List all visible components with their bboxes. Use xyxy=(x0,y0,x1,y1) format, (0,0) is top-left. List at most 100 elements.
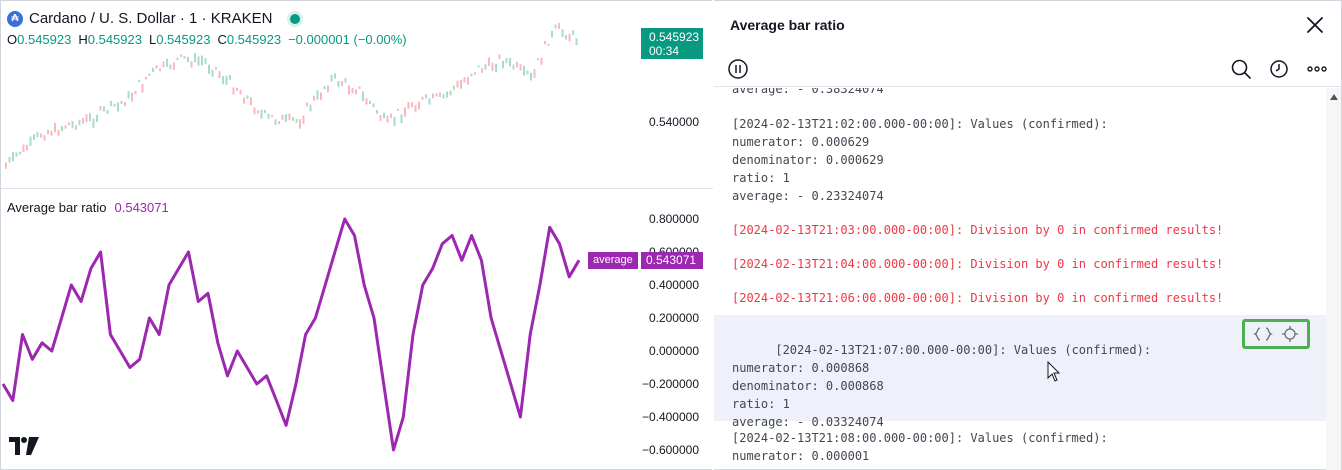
candle xyxy=(565,34,567,40)
candle xyxy=(113,103,116,107)
candle xyxy=(180,54,182,57)
candle xyxy=(393,116,396,127)
candle xyxy=(271,114,273,118)
candle xyxy=(558,22,560,29)
open-value: 0.545923 xyxy=(17,32,72,47)
candle xyxy=(407,101,410,109)
candle xyxy=(12,152,14,162)
high-value: 0.545923 xyxy=(87,32,142,47)
candle xyxy=(509,58,511,67)
candle xyxy=(561,29,564,38)
pine-logs-panel[interactable]: Average bar ratio xyxy=(714,0,1342,470)
candle xyxy=(260,109,263,119)
candle xyxy=(134,90,137,95)
candle xyxy=(15,152,18,157)
candle xyxy=(512,64,515,70)
candle xyxy=(309,104,312,112)
market-open-indicator xyxy=(290,13,301,24)
candle xyxy=(190,61,193,68)
candle xyxy=(40,133,42,138)
mouse-cursor-icon xyxy=(1047,360,1061,388)
candle xyxy=(470,73,473,77)
candle xyxy=(313,95,315,101)
tradingview-logo-icon[interactable] xyxy=(9,437,39,461)
candle xyxy=(362,91,364,102)
candle xyxy=(446,91,448,98)
candle xyxy=(127,91,130,99)
high-label: H xyxy=(78,32,88,47)
candle xyxy=(351,87,354,94)
ind-axis-label: 0.800000 xyxy=(648,212,699,226)
candle xyxy=(369,100,371,105)
candle xyxy=(61,126,63,132)
candle xyxy=(173,62,175,70)
candle xyxy=(502,60,504,69)
candle xyxy=(460,79,462,89)
candle xyxy=(285,114,287,123)
code-braces-icon[interactable] xyxy=(1253,326,1273,342)
history-button[interactable] xyxy=(1267,57,1291,81)
scroll-up-arrow-icon[interactable] xyxy=(1330,94,1338,100)
candle xyxy=(29,136,32,147)
symbol-legend[interactable]: ₳ Cardano / U. S. Dollar · 1 · KRAKEN xyxy=(7,10,301,27)
log-entry-error[interactable]: [2024-02-13T21:04:00.000-00:00]: Divisio… xyxy=(732,257,1224,271)
log-list[interactable]: average: - 0.38324074 [2024-02-13T21:02:… xyxy=(714,88,1326,470)
candle xyxy=(551,30,553,38)
log-entry[interactable]: [2024-02-13T21:02:00.000-00:00]: Values … xyxy=(732,117,1108,203)
candle xyxy=(106,109,109,115)
close-button[interactable] xyxy=(1303,13,1327,37)
log-entry[interactable]: average: - 0.38324074 xyxy=(732,88,884,96)
candle xyxy=(397,108,399,111)
indicator-legend[interactable]: Average bar ratio 0.543071 xyxy=(7,200,169,215)
candle xyxy=(96,114,98,122)
candle xyxy=(250,97,252,106)
ind-axis-label: 0.400000 xyxy=(648,278,699,292)
candle xyxy=(484,64,487,70)
candle xyxy=(516,61,518,68)
candle xyxy=(208,64,210,75)
candle xyxy=(295,118,298,123)
candle xyxy=(491,62,494,71)
candle xyxy=(19,151,21,155)
indicator-name[interactable]: Average bar ratio xyxy=(7,200,107,215)
indicator-pane[interactable]: Average bar ratio 0.543071 0.800000 0.60… xyxy=(1,190,713,470)
candle xyxy=(257,110,259,114)
ind-axis-label: −0.200000 xyxy=(641,377,699,391)
log-entry-error[interactable]: [2024-02-13T21:06:00.000-00:00]: Divisio… xyxy=(732,291,1224,305)
candle xyxy=(481,68,483,73)
crosshair-icon[interactable] xyxy=(1281,325,1299,343)
candle xyxy=(467,77,469,85)
candle xyxy=(71,120,74,129)
candle xyxy=(439,92,441,98)
log-entry-error[interactable]: [2024-02-13T21:03:00.000-00:00]: Divisio… xyxy=(732,223,1224,237)
candle xyxy=(572,30,574,35)
candle xyxy=(47,129,49,135)
candle xyxy=(274,119,277,125)
candle xyxy=(456,80,459,88)
log-entry[interactable]: [2024-02-13T21:08:00.000-00:00]: Values … xyxy=(732,431,1108,463)
candle xyxy=(386,115,389,123)
candle xyxy=(68,122,70,126)
candle xyxy=(169,64,172,70)
more-button[interactable] xyxy=(1305,57,1329,81)
candle xyxy=(43,135,46,141)
pause-button[interactable] xyxy=(726,57,750,81)
candle xyxy=(421,96,424,100)
symbol-title[interactable]: Cardano / U. S. Dollar · 1 · KRAKEN xyxy=(29,10,273,27)
log-entry-highlighted[interactable]: [2024-02-13T21:07:00.000-00:00]: Values … xyxy=(714,315,1326,429)
candle xyxy=(54,122,56,133)
candle xyxy=(299,119,301,129)
candle xyxy=(264,109,266,114)
plot-value-tag: 0.543071 xyxy=(641,252,703,269)
candle xyxy=(358,86,361,89)
search-button[interactable] xyxy=(1229,57,1253,81)
log-scrollbar[interactable] xyxy=(1326,88,1341,470)
ohlc-legend: O 0.545923 H 0.545923 L 0.545923 C 0.545923 … xyxy=(7,32,407,47)
cardano-logo-icon: ₳ xyxy=(7,10,23,27)
candle xyxy=(498,54,501,59)
candle xyxy=(547,43,550,46)
candle xyxy=(75,125,77,130)
candle xyxy=(8,156,11,163)
